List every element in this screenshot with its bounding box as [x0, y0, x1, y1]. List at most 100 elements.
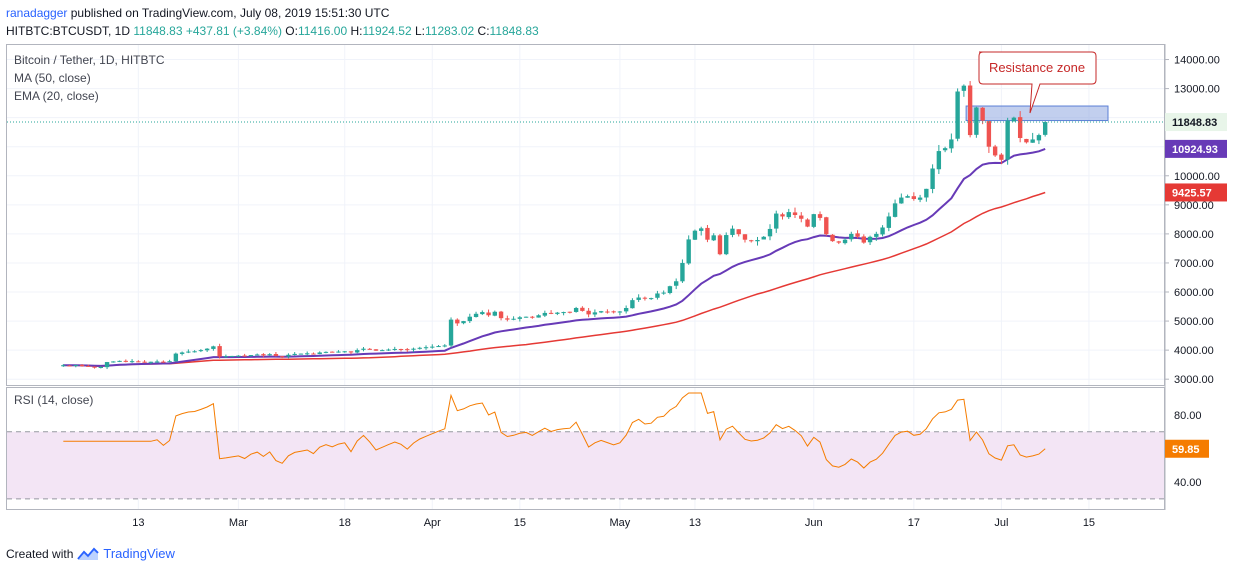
- candle-body: [817, 214, 823, 218]
- candle-body: [1011, 117, 1017, 122]
- candle-body: [223, 356, 229, 358]
- candle-body: [1017, 117, 1023, 138]
- close-label: C:: [477, 24, 490, 38]
- candle-body: [261, 354, 266, 356]
- author-link[interactable]: ranadagger: [6, 6, 68, 20]
- high-label: H:: [350, 24, 363, 38]
- candle-body: [117, 360, 122, 362]
- candle-body: [749, 240, 754, 242]
- candle-body: [980, 107, 985, 121]
- candle-body: [123, 360, 129, 362]
- candle-body: [905, 196, 910, 198]
- candle-body: [567, 311, 573, 313]
- high-value: 11924.52: [362, 24, 412, 38]
- candle-body: [229, 355, 235, 357]
- candle-body: [1005, 120, 1010, 160]
- candle-body: [880, 227, 885, 235]
- time-tick-label: Apr: [424, 517, 441, 529]
- candle-body: [636, 297, 641, 300]
- candle-body: [367, 348, 372, 350]
- rsi-line: [63, 392, 1046, 469]
- candle-body: [148, 361, 154, 363]
- candle-body: [642, 297, 648, 299]
- rsi-band-fill: [7, 431, 1164, 499]
- candle-body: [705, 227, 710, 240]
- candle-body: [530, 316, 535, 318]
- candle-body: [486, 312, 491, 316]
- candle-body: [774, 213, 779, 229]
- candle-body: [248, 355, 254, 357]
- rsi-line-layer: [63, 392, 1046, 469]
- candle-body: [236, 355, 241, 357]
- candle-body: [999, 154, 1004, 160]
- candle-body: [517, 317, 523, 319]
- candle-body: [955, 91, 960, 139]
- price-tick-label: 3000.00: [1174, 374, 1214, 386]
- candle-body: [548, 312, 554, 314]
- time-tick-label: Jul: [994, 517, 1008, 529]
- price-labels-layer: 11848.83 10924.93 9425.57 59.85: [7, 113, 1227, 458]
- candle-body: [442, 345, 447, 347]
- candle-body: [311, 353, 316, 355]
- low-label: L:: [415, 24, 426, 38]
- candle-body: [592, 312, 598, 315]
- candle-body: [1024, 138, 1029, 143]
- callout-bubble: [978, 51, 1097, 114]
- candle-body: [886, 216, 892, 228]
- candle-body: [930, 168, 935, 189]
- candle-body: [711, 235, 716, 241]
- price-pane-frame: [6, 44, 1165, 386]
- resistance-zone-layer: [965, 105, 1109, 122]
- candle-body: [323, 351, 329, 353]
- candle-body: [467, 316, 472, 322]
- price-change: +437.81 (+3.84%): [185, 24, 282, 38]
- tradingview-logo-icon: [77, 547, 100, 560]
- footer: Created with TradingView: [6, 545, 175, 563]
- candle-body: [680, 262, 685, 282]
- candle-body: [561, 312, 566, 314]
- ohlc-bar: HITBTC:BTCUSDT, 1D 11848.83 +437.81 (+3.…: [6, 22, 539, 40]
- candle-body: [855, 233, 860, 237]
- time-tick-label: Jun: [805, 517, 823, 529]
- candle-body: [667, 286, 673, 294]
- candle-body: [992, 146, 998, 156]
- candle-body: [61, 365, 66, 367]
- candle-body: [292, 353, 297, 355]
- tradingview-brand[interactable]: TradingView: [103, 546, 175, 561]
- candle-body: [742, 234, 748, 240]
- candle-body: [824, 217, 829, 235]
- candle-body: [411, 348, 416, 350]
- candle-body: [217, 346, 222, 357]
- candle-body: [92, 366, 97, 368]
- candle-body: [348, 351, 354, 353]
- candle-body: [1036, 135, 1042, 141]
- candle-body: [573, 307, 579, 312]
- candle-body: [179, 352, 185, 354]
- candle-body: [730, 228, 735, 235]
- candle-body: [336, 351, 341, 353]
- candle-body: [167, 361, 172, 363]
- candle-body: [924, 188, 929, 198]
- candle-body: [154, 361, 160, 363]
- resistance-callout: Resistance zone: [978, 51, 1097, 114]
- candle-body: [799, 215, 804, 219]
- candle-body: [786, 212, 791, 218]
- candle-body: [111, 361, 116, 363]
- candle-body: [899, 197, 904, 204]
- candle-body: [136, 361, 141, 363]
- candle-body: [761, 236, 766, 240]
- candle-body: [67, 365, 72, 367]
- publish-header: ranadagger published on TradingView.com,…: [6, 4, 389, 22]
- candle-body: [623, 307, 629, 312]
- candle-body: [317, 352, 322, 355]
- candle-body: [1042, 122, 1048, 135]
- candle-body: [917, 197, 923, 200]
- resistance-zone: [965, 105, 1109, 122]
- candle-body: [405, 349, 410, 351]
- candle-body: [724, 235, 729, 255]
- candle-body: [436, 346, 441, 348]
- time-tick-label: Mar: [229, 517, 248, 529]
- low-value: 11283.02: [425, 24, 475, 38]
- candle-body: [211, 346, 216, 349]
